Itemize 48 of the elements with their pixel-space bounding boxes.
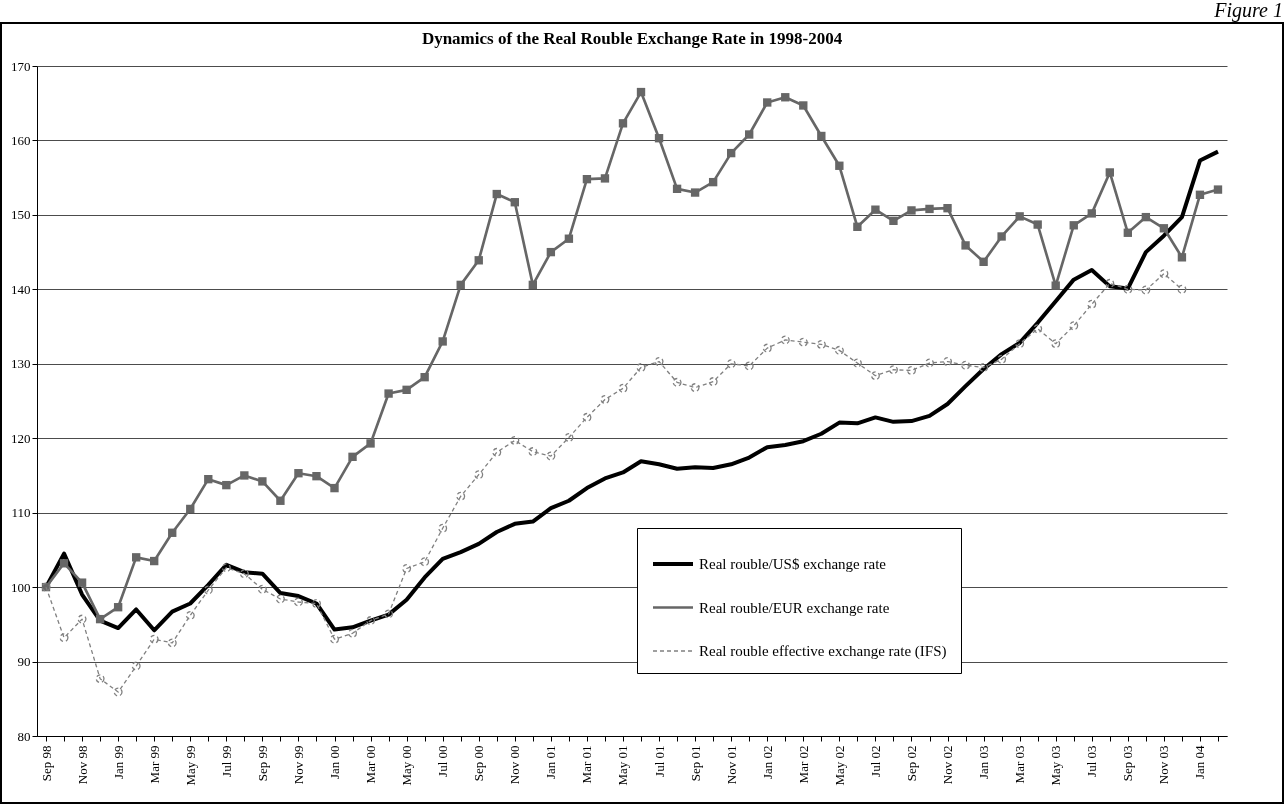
y-tick-label: 120: [11, 430, 31, 446]
x-tick-label: May 01: [615, 745, 631, 786]
caption: Figure 1: [1214, 0, 1283, 21]
y-tick-label: 80: [17, 728, 31, 744]
x-tick-label: May 00: [399, 745, 415, 786]
legend-label: Real rouble effective exchange rate (IFS): [699, 643, 947, 660]
x-tick-label: Mar 00: [363, 745, 379, 784]
y-tick-label: 170: [11, 58, 31, 74]
legend-label: Real rouble/EUR exchange rate: [699, 599, 890, 616]
x-tick-label: May 02: [831, 745, 847, 786]
x-tick-label: Jul 99: [218, 745, 234, 777]
y-tick-label: 130: [11, 356, 31, 372]
x-tick-label: Sep 99: [254, 745, 270, 782]
x-tick-label: Jan 04: [1192, 745, 1208, 780]
x-tick-label: Sep 98: [38, 745, 54, 782]
x-tick-label: Sep 00: [471, 745, 487, 782]
legend-label: Real rouble/US$ exchange rate: [699, 556, 887, 572]
x-tick-label: Jan 02: [759, 745, 775, 780]
y-tick-label: 110: [11, 505, 31, 521]
x-tick-label: Mar 01: [579, 745, 595, 784]
x-tick-label: Sep 02: [903, 745, 919, 782]
x-tick-label: Mar 02: [795, 745, 811, 784]
x-tick-label: Sep 03: [1120, 745, 1136, 782]
x-tick-label: Mar 99: [146, 745, 162, 784]
x-tick-label: May 99: [182, 745, 198, 786]
x-tick-label: Nov 03: [1156, 745, 1172, 785]
x-tick-label: Nov 01: [723, 745, 739, 785]
chart-title: Dynamics of the Real Rouble Exchange Rate in 1998-2004: [421, 29, 843, 48]
y-tick-label: 90: [17, 654, 31, 670]
x-tick-label: May 03: [1048, 745, 1064, 786]
x-tick-label: Jan 99: [110, 745, 126, 780]
x-tick-label: Jan 00: [327, 745, 342, 780]
y-tick-label: 140: [11, 281, 31, 297]
y-tick-label: 100: [11, 579, 31, 595]
x-tick-label: Nov 99: [290, 745, 306, 785]
x-tick-label: Jul 01: [651, 745, 667, 777]
x-tick-label: Sep 01: [687, 745, 703, 782]
x-tick-label: Jan 03: [976, 745, 992, 780]
x-tick-label: Nov 00: [507, 745, 523, 785]
x-tick-label: Jul 00: [435, 745, 451, 777]
x-tick-label: Jul 02: [867, 745, 883, 777]
x-tick-label: Nov 98: [74, 745, 90, 785]
x-tick-label: Jul 03: [1084, 745, 1100, 777]
x-tick-label: Jan 01: [543, 745, 559, 780]
x-tick-label: Nov 02: [940, 745, 956, 785]
y-tick-label: 160: [11, 132, 31, 148]
y-tick-label: 150: [11, 207, 31, 223]
x-tick-label: Mar 03: [1012, 745, 1028, 784]
